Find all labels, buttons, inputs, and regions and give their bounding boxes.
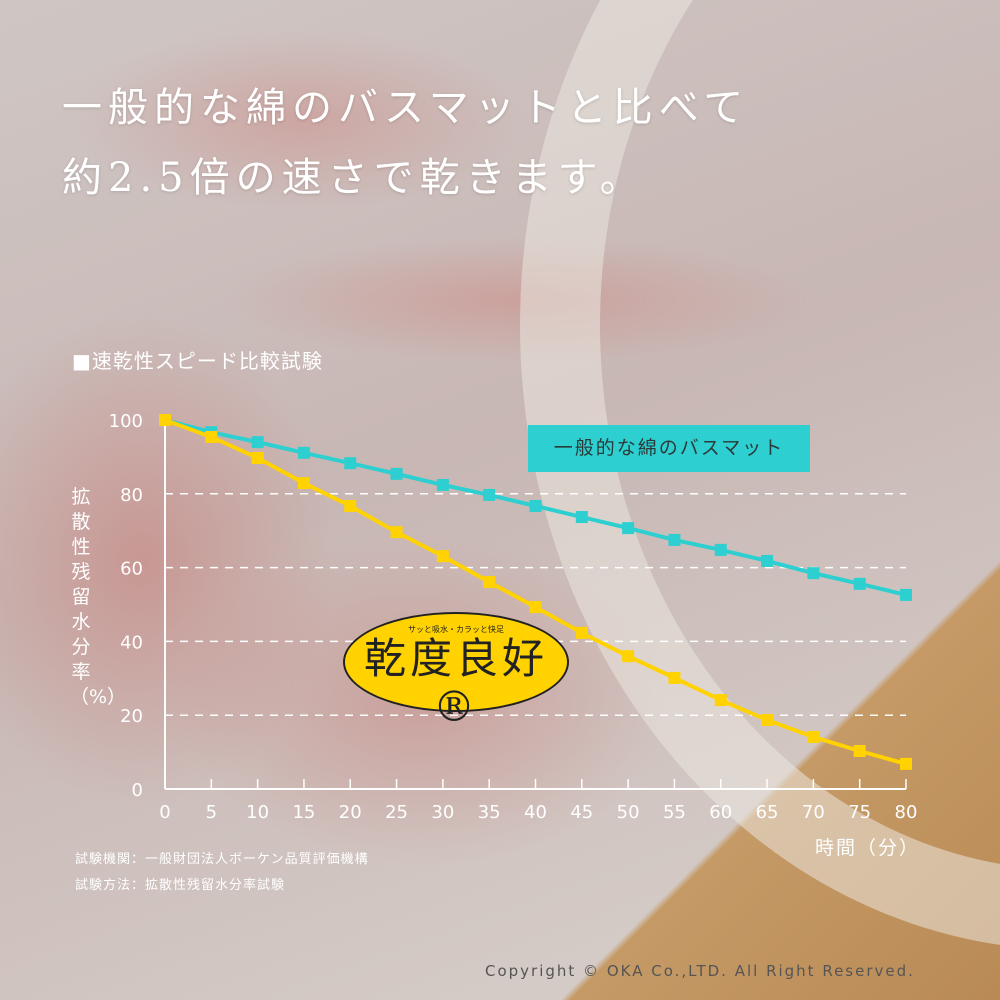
kandoryoko-logo: サッと吸水・カラッと快足 乾度良好® (343, 612, 569, 731)
data-point-1 (251, 452, 264, 465)
data-point-0 (483, 488, 496, 501)
data-point-0 (900, 588, 912, 601)
data-point-1 (575, 626, 588, 639)
data-point-0 (344, 457, 357, 470)
data-point-1 (668, 671, 681, 684)
x-tick-label: 50 (617, 802, 640, 823)
x-tick-label: 5 (206, 802, 217, 823)
x-tick-label: 20 (339, 802, 362, 823)
data-point-0 (807, 567, 820, 580)
x-tick-label: 55 (663, 802, 686, 823)
y-tick-label: 100 (109, 411, 143, 432)
data-point-1 (807, 730, 820, 743)
data-point-1 (853, 744, 866, 757)
x-tick-label: 65 (756, 802, 779, 823)
data-point-1 (622, 650, 635, 663)
x-tick-label: 15 (292, 802, 315, 823)
y-tick-label: 60 (120, 559, 143, 580)
x-tick-label: 60 (709, 802, 732, 823)
y-tick-label: 20 (120, 706, 143, 727)
legend-cotton-mat: 一般的な綿のバスマット (528, 425, 810, 472)
x-tick-label: 70 (802, 802, 825, 823)
headline-line-2: 約2.5倍の速さで乾きます。 (62, 155, 646, 201)
data-point-0 (714, 543, 727, 556)
x-tick-label: 75 (848, 802, 871, 823)
x-tick-label: 45 (570, 802, 593, 823)
note-test-method: 試験方法：拡散性残留水分率試験 (75, 878, 286, 893)
data-point-1 (205, 430, 218, 443)
headline-line-1: 一般的な綿のバスマットと比べて (62, 85, 750, 131)
copyright: Copyright © OKA Co.,LTD. All Right Reser… (485, 962, 915, 980)
data-point-1 (159, 414, 171, 426)
data-point-0 (251, 436, 264, 449)
data-point-0 (853, 577, 866, 590)
data-point-0 (575, 511, 588, 524)
y-axis-label: 拡散性残留水分率（%） (70, 486, 126, 708)
data-point-0 (622, 522, 635, 535)
x-tick-label: 25 (385, 802, 408, 823)
x-tick-label: 10 (246, 802, 269, 823)
data-point-0 (668, 533, 681, 546)
x-tick-label: 30 (431, 802, 454, 823)
data-point-1 (297, 477, 310, 490)
x-tick-label: 40 (524, 802, 547, 823)
x-tick-label: 35 (478, 802, 501, 823)
data-point-1 (529, 601, 542, 614)
x-tick-label: 80 (895, 802, 918, 823)
note-test-institution: 試験機関：一般財団法人ボーケン品質評価機構 (75, 852, 369, 867)
data-point-1 (344, 499, 357, 512)
data-point-1 (900, 757, 912, 770)
data-point-1 (390, 526, 403, 539)
data-point-1 (436, 550, 449, 563)
y-tick-label: 0 (132, 780, 143, 801)
y-tick-label: 40 (120, 632, 143, 653)
x-axis-label: 時間（分） (815, 837, 921, 859)
data-point-1 (761, 713, 774, 726)
chart-title: ■速乾性スピード比較試験 (72, 349, 323, 373)
logo-name: 乾度良好® (363, 634, 548, 731)
data-point-1 (483, 575, 496, 588)
x-tick-label: 0 (159, 802, 170, 823)
y-tick-label: 80 (120, 485, 143, 506)
logo-tagline: サッと吸水・カラッと快足 (408, 625, 504, 634)
data-point-0 (297, 446, 310, 459)
data-point-0 (436, 478, 449, 491)
data-point-1 (714, 694, 727, 707)
data-point-0 (529, 499, 542, 512)
data-point-0 (761, 554, 774, 567)
data-point-0 (390, 467, 403, 480)
